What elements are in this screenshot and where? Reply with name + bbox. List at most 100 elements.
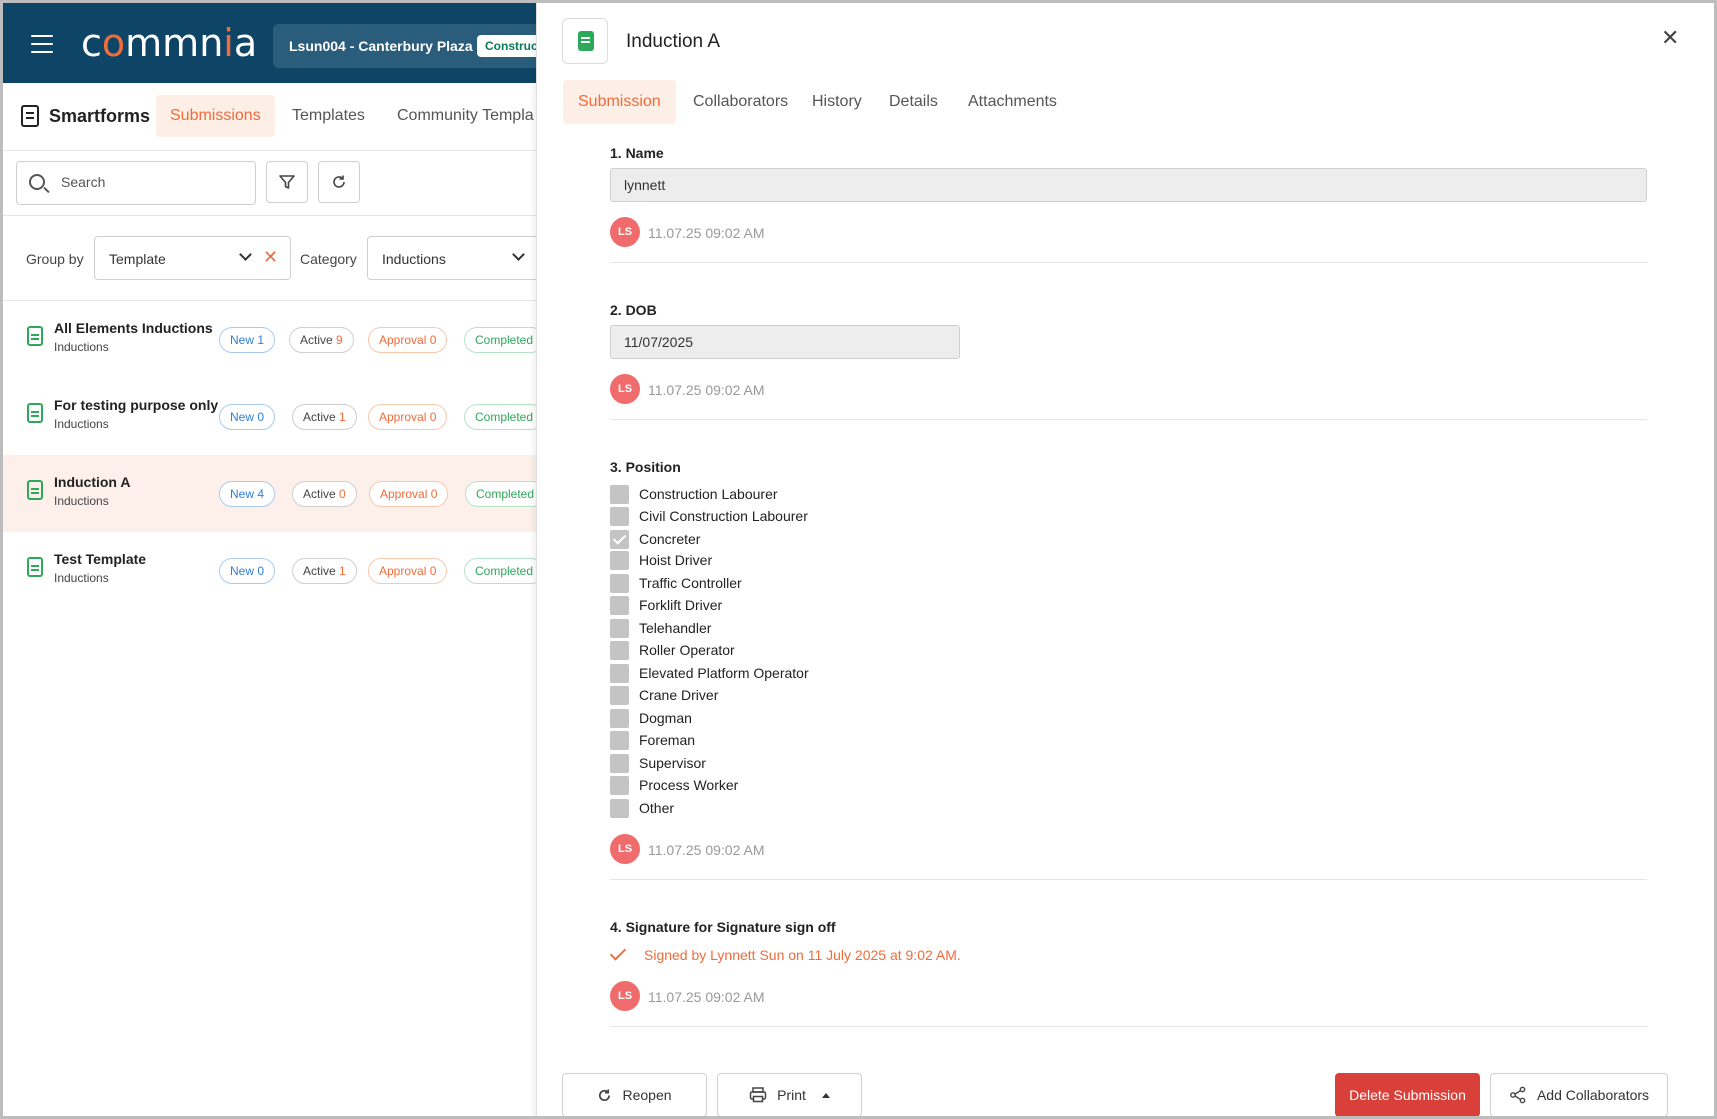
search-icon <box>29 174 45 190</box>
search-box <box>16 161 256 205</box>
new-count-badge[interactable]: New 1 <box>219 327 276 353</box>
dob-field: 11/07/2025 <box>610 325 960 359</box>
active-count-badge[interactable]: Active 9 <box>289 327 354 353</box>
completed-count-badge[interactable]: Completed <box>464 327 539 353</box>
completed-count-badge[interactable]: Completed <box>465 481 539 507</box>
reopen-icon <box>599 1088 611 1101</box>
template-title: Induction A <box>54 474 131 490</box>
submission-panel: Induction A ✕ Submission Collaborators H… <box>536 3 1714 1116</box>
category-value: Inductions <box>382 251 446 267</box>
project-name: Lsun004 - Canterbury Plaza <box>289 38 473 54</box>
checkbox <box>610 731 629 750</box>
new-count-badge[interactable]: New 0 <box>219 404 276 430</box>
delete-submission-button[interactable]: Delete Submission <box>1335 1073 1480 1116</box>
refresh-button[interactable] <box>318 161 360 203</box>
approval-count-badge[interactable]: Approval 0 <box>368 558 448 584</box>
tab-details[interactable]: Details <box>889 93 938 110</box>
template-row[interactable]: All Elements Inductions Inductions New 1… <box>3 301 539 378</box>
panel-icon-box <box>562 18 608 64</box>
approval-count-badge[interactable]: Approval 0 <box>368 327 448 353</box>
divider <box>3 215 539 216</box>
question-label: 1. Name <box>610 145 664 161</box>
tab-community-templates[interactable]: Community Templa <box>397 107 534 124</box>
completed-count-badge[interactable]: Completed <box>464 558 539 584</box>
checkbox <box>610 664 629 683</box>
section-divider <box>610 262 1647 263</box>
section-divider <box>610 1026 1647 1027</box>
tab-history[interactable]: History <box>812 93 862 110</box>
checkbox <box>610 686 629 705</box>
category-select[interactable]: Inductions <box>367 236 539 280</box>
printer-icon <box>749 1087 767 1103</box>
chevron-down-icon <box>239 248 252 261</box>
template-title: Test Template <box>54 551 147 567</box>
active-count-badge[interactable]: Active 1 <box>292 558 357 584</box>
checkbox <box>610 551 629 570</box>
search-input[interactable] <box>61 174 241 190</box>
tab-submission[interactable]: Submission <box>563 80 676 124</box>
smartforms-title: Smartforms <box>49 106 151 126</box>
tab-submissions[interactable]: Submissions <box>156 95 275 137</box>
completed-count-badge[interactable]: Completed <box>464 404 539 430</box>
tab-collaborators[interactable]: Collaborators <box>693 93 789 110</box>
response-timestamp: 11.07.25 09:02 AM <box>648 382 765 398</box>
project-selector[interactable]: Lsun004 - Canterbury Plaza Construct <box>273 24 539 68</box>
checkbox-checked <box>610 530 629 549</box>
tab-attachments[interactable]: Attachments <box>968 93 1057 110</box>
template-row[interactable]: For testing purpose only Inductions New … <box>3 378 539 455</box>
smartforms-icon <box>21 105 39 127</box>
app-logo: commnia <box>81 21 258 65</box>
checkbox <box>610 574 629 593</box>
category-label: Category <box>300 251 357 267</box>
new-count-badge[interactable]: New 4 <box>219 481 276 507</box>
template-category: Inductions <box>54 571 109 585</box>
document-icon <box>27 403 43 423</box>
active-count-badge[interactable]: Active 0 <box>292 481 357 507</box>
divider <box>3 300 539 301</box>
response-timestamp: 11.07.25 09:02 AM <box>648 989 765 1005</box>
chevron-down-icon <box>512 248 525 261</box>
template-title: For testing purpose only <box>54 397 219 413</box>
response-timestamp: 11.07.25 09:02 AM <box>648 225 765 241</box>
group-by-select[interactable]: Template ✕ <box>94 236 291 280</box>
smartforms-subnav <box>3 83 539 151</box>
tab-templates[interactable]: Templates <box>292 107 365 124</box>
response-timestamp: 11.07.25 09:02 AM <box>648 842 765 858</box>
template-title: All Elements Inductions <box>54 320 213 336</box>
document-icon <box>27 557 43 577</box>
panel-footer: Reopen Print Delete Submission Add Colla… <box>537 1058 1714 1116</box>
add-collaborators-button[interactable]: Add Collaborators <box>1490 1073 1668 1116</box>
template-row-selected[interactable]: Induction A Inductions New 4 Active 0 Ap… <box>3 455 539 532</box>
checkbox <box>610 507 629 526</box>
refresh-icon <box>333 175 345 188</box>
document-icon <box>27 480 43 500</box>
template-row[interactable]: Test Template Inductions New 0 Active 1 … <box>3 532 539 609</box>
section-divider <box>610 419 1647 420</box>
new-count-badge[interactable]: New 0 <box>219 558 276 584</box>
avatar: LS <box>610 981 640 1011</box>
print-button[interactable]: Print <box>717 1073 862 1116</box>
group-by-label: Group by <box>26 251 84 267</box>
section-divider <box>610 879 1647 880</box>
share-icon <box>1510 1086 1526 1104</box>
menu-icon[interactable] <box>31 35 53 53</box>
clear-icon[interactable]: ✕ <box>263 247 279 267</box>
checkbox <box>610 596 629 615</box>
checkbox <box>610 619 629 638</box>
question-label: 2. DOB <box>610 302 657 318</box>
top-bar: commnia Lsun004 - Canterbury Plaza Const… <box>3 3 539 83</box>
signed-text: Signed by Lynnett Sun on 11 July 2025 at… <box>644 947 961 963</box>
reopen-button[interactable]: Reopen <box>562 1073 707 1116</box>
template-category: Inductions <box>54 494 109 508</box>
active-count-badge[interactable]: Active 1 <box>292 404 357 430</box>
submission-content: 1. Name lynnett LS 11.07.25 09:02 AM 2. … <box>537 133 1714 1053</box>
checkbox <box>610 799 629 818</box>
check-icon <box>609 944 627 961</box>
approval-count-badge[interactable]: Approval 0 <box>369 481 449 507</box>
name-field: lynnett <box>610 168 1647 202</box>
close-icon[interactable]: ✕ <box>1661 25 1680 50</box>
checkbox <box>610 754 629 773</box>
filter-button[interactable] <box>266 161 308 203</box>
approval-count-badge[interactable]: Approval 0 <box>368 404 448 430</box>
